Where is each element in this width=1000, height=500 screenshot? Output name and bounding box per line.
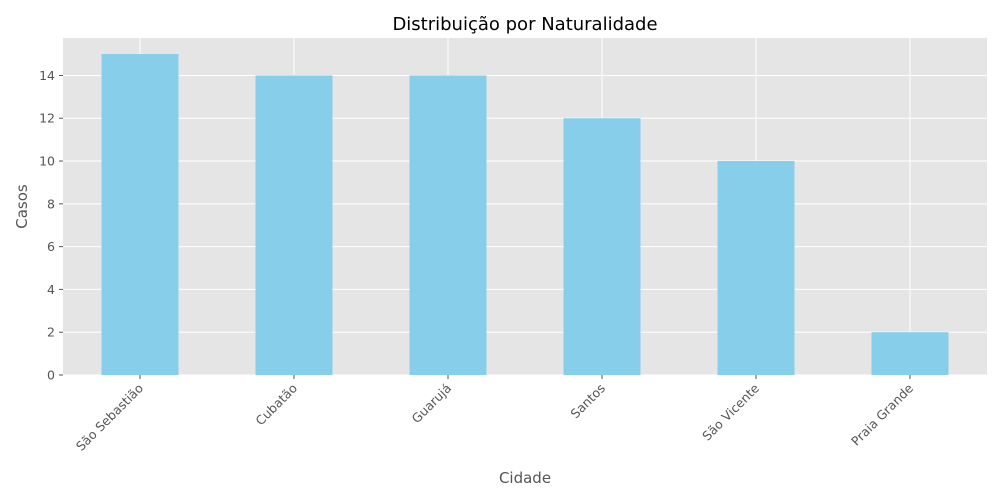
y-axis-label: Casos [13,184,31,229]
x-tick-label: São Sebastião [73,381,146,454]
bar [255,75,333,375]
y-tick-label: 10 [39,154,55,169]
x-axis-ticks: São Sebastião Cubatão Guarujá Santos São Vic… [73,375,916,454]
x-tick-label: Santos [567,381,608,422]
bar [563,118,641,375]
x-tick-label: São Vicente [699,380,762,443]
y-tick-label: 2 [47,325,55,340]
y-tick-label: 14 [39,68,55,83]
y-tick-label: 6 [47,239,55,254]
y-axis-ticks: 0 2 4 6 8 10 12 14 [39,68,63,383]
bar [101,54,179,376]
chart-title: Distribuição por Naturalidade [392,14,657,35]
bar [717,161,795,375]
x-tick-label: Praia Grande [848,380,916,448]
bar [871,332,949,375]
x-tick-label: Guarujá [409,381,455,427]
x-tick-label: Cubatão [252,381,300,429]
y-tick-label: 0 [47,368,55,383]
bars [101,54,949,376]
y-tick-label: 12 [39,111,55,126]
x-axis-label: Cidade [499,469,551,487]
y-tick-label: 8 [47,196,55,211]
bar [409,75,487,375]
plot-area [63,38,987,375]
y-tick-label: 4 [47,282,55,297]
